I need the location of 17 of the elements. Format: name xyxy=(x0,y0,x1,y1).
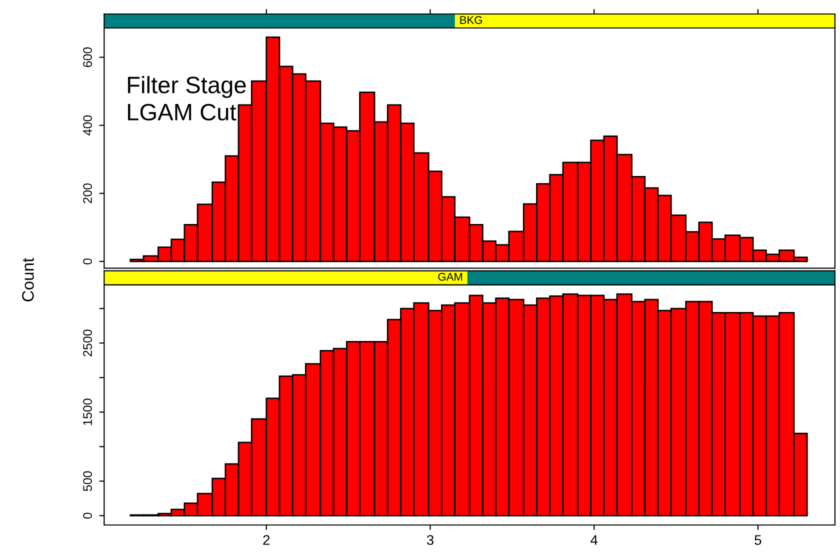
x-tick-label: 3 xyxy=(426,535,434,545)
x-tick-label: 5 xyxy=(754,535,762,545)
y-tick-label: 500 xyxy=(83,471,92,492)
annotation: LGAM Cut xyxy=(128,104,236,121)
y-tick-label: 2500 xyxy=(83,330,92,356)
annotation: Filter Stage xyxy=(128,76,246,98)
y-tick-label: 400 xyxy=(83,115,92,136)
chart-title: BKG xyxy=(460,16,482,24)
y-tick-label: 200 xyxy=(83,183,92,204)
y-tick-label: 600 xyxy=(83,47,92,68)
x-tick-label: 4 xyxy=(590,535,598,545)
y-axis-title: Count xyxy=(22,258,34,302)
y-tick-label: 0 xyxy=(83,512,92,519)
chart-title: GAM xyxy=(438,272,462,281)
x-tick-label: 2 xyxy=(263,535,270,545)
y-tick-label: 1500 xyxy=(83,398,92,426)
y-tick-label: 0 xyxy=(83,258,92,264)
